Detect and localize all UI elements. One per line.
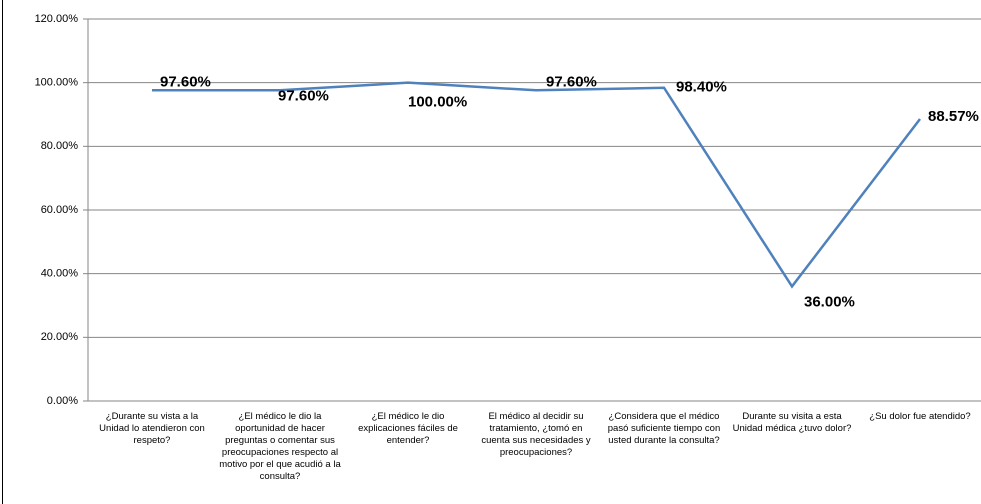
data-label: 100.00% <box>408 94 467 111</box>
data-label: 88.57% <box>928 108 979 125</box>
x-tick-label: ¿El médico le dio la oportunidad de hace… <box>219 411 341 482</box>
y-tick-label: 20.00% <box>41 331 79 343</box>
data-label: 97.60% <box>160 73 211 90</box>
x-tick-label: ¿Su dolor fue atendido? <box>869 411 971 422</box>
y-tick-label: 60.00% <box>41 204 79 216</box>
data-label: 97.60% <box>278 87 329 104</box>
data-label: 97.60% <box>546 73 597 90</box>
y-tick-label: 80.00% <box>41 140 79 152</box>
y-tick-label: 100.00% <box>35 77 79 89</box>
x-tick-label: El médico al decidir su tratamiento, ¿to… <box>481 411 591 458</box>
x-tick-label: ¿Durante su vista a la Unidad lo atendie… <box>99 411 205 446</box>
y-tick-label: 0.00% <box>47 395 78 407</box>
x-tick-label: ¿El médico le dio explicaciones fáciles … <box>358 411 458 446</box>
y-tick-label: 40.00% <box>41 268 79 280</box>
x-tick-label: Durante su visita a esta Unidad médica ¿… <box>732 411 852 434</box>
data-label: 36.00% <box>804 293 855 310</box>
x-tick-label: ¿Considera que el médico pasó suficiente… <box>607 411 721 446</box>
line-series <box>152 81 921 289</box>
data-label: 98.40% <box>676 79 727 96</box>
y-tick-label: 120.00% <box>35 13 79 25</box>
